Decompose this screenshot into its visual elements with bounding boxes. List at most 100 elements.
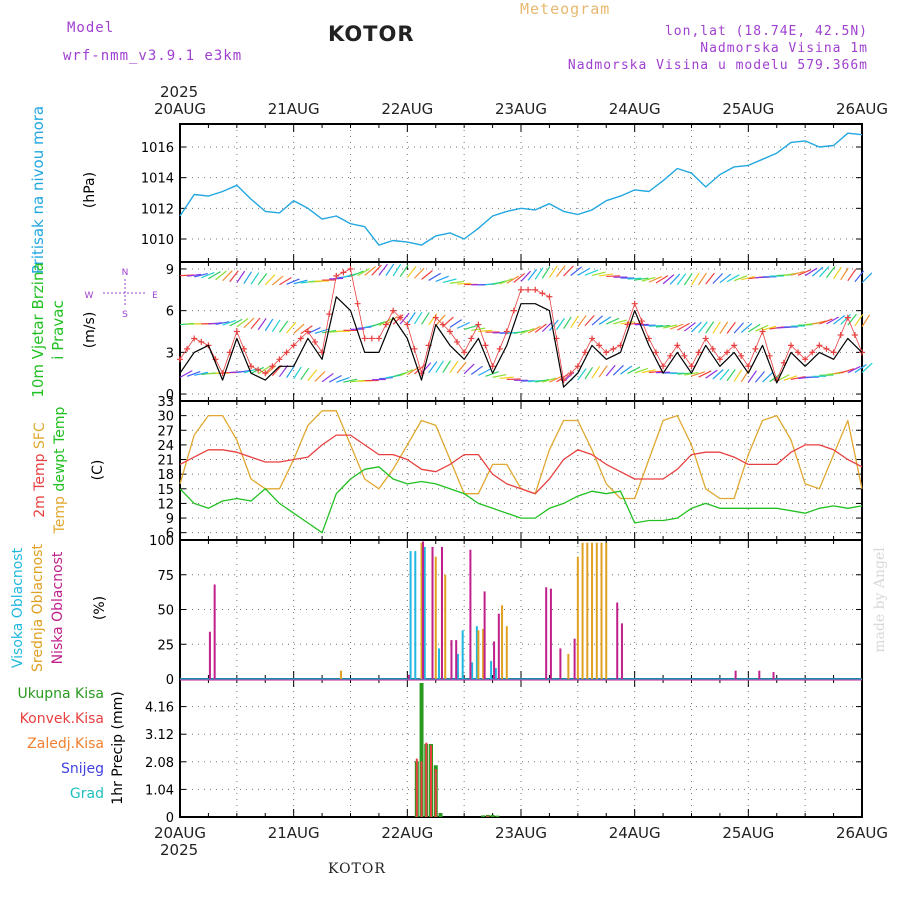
wind-arrow [833, 266, 842, 280]
wind-arrow [556, 317, 565, 331]
wind-arrow [570, 315, 579, 328]
wind-arrow [634, 367, 649, 374]
high-cloud-bar [494, 667, 497, 679]
wind-arrow [570, 266, 583, 276]
wind-arrow [762, 325, 777, 331]
wind-arrow [449, 280, 464, 284]
legend-graupel: Grad [69, 786, 104, 802]
wind-arrow [250, 317, 261, 330]
wind-arrow [513, 272, 526, 283]
cloud-series [409, 546, 497, 679]
wind-arrow [442, 278, 457, 284]
wind-arrow [492, 280, 507, 286]
high-cloud-bar [461, 630, 464, 679]
high-cloud-bar [409, 551, 412, 679]
wind-arrow [314, 371, 326, 382]
wind-arrow [542, 377, 556, 383]
low-cloud-bar [469, 549, 472, 679]
model-name: wrf-nmm_v3.9.1 e3km [63, 48, 243, 64]
wind-arrow [392, 314, 404, 325]
wind-arrow [293, 279, 308, 285]
wind-arrow [684, 371, 699, 376]
wind-arrow [719, 321, 729, 334]
wind-arrow [627, 366, 641, 374]
wind-arrow [719, 273, 732, 284]
y-tick-label: 6 [166, 305, 174, 320]
wind-arrow [854, 270, 865, 283]
mid-cloud-bar [501, 605, 504, 679]
wind-arrow [293, 366, 302, 380]
wind-arrow [271, 364, 283, 377]
wind-compass: N S E W [85, 268, 159, 320]
wind-arrow [250, 272, 260, 285]
wind-arrow [819, 318, 833, 325]
compass-e: E [152, 291, 158, 301]
wind-arrow [677, 372, 692, 375]
wind-speed-line [179, 296, 863, 388]
wind-arrow [755, 324, 769, 332]
wind-arrow [584, 269, 599, 276]
wind-arrow [691, 321, 702, 333]
wind-arrow [413, 311, 423, 325]
wind-arrow [527, 325, 541, 334]
y-tick-label: 33 [157, 395, 174, 410]
legend-snow: Snijeg [60, 761, 104, 777]
wind-arrow [328, 374, 342, 383]
wind-arrow [357, 326, 372, 329]
wind-arrow [826, 316, 839, 325]
compass-cross [103, 279, 147, 307]
wind-arrow [222, 270, 233, 282]
wind-arrow [634, 277, 649, 281]
wind-arrow [705, 369, 718, 379]
x-tick-label-top: 20AUG [154, 100, 206, 118]
convective-precip-bar [420, 761, 423, 817]
wind-arrow [286, 278, 300, 285]
wind-arrow [818, 266, 830, 278]
wind-arrow [754, 371, 765, 383]
low-cloud-bar [208, 631, 211, 679]
wind-arrow [208, 271, 221, 280]
high-cloud-bar [456, 653, 459, 679]
low-cloud-bar [483, 591, 486, 679]
wind-arrow [854, 363, 867, 374]
total-precip-bar [438, 813, 443, 817]
low-cloud-bar [455, 640, 458, 679]
wind-arrow [733, 322, 744, 334]
wind-arrow [662, 274, 675, 285]
wind-arrow [677, 322, 690, 331]
wind-arrow [705, 321, 715, 334]
wind-arrow [271, 319, 281, 332]
gust-markers [177, 265, 865, 384]
convective-precip-bar [434, 769, 437, 817]
panel-3: 0 25 50 75 100 [149, 534, 863, 688]
precip-series [414, 682, 500, 817]
wind-arrow [279, 277, 292, 286]
wind-arrow [492, 373, 507, 378]
wind-arrow [229, 318, 243, 327]
wind-arrow [264, 318, 274, 332]
low-cloud-bar [440, 546, 443, 679]
wind-arrow [378, 263, 388, 276]
precip-series [415, 742, 489, 817]
wind-arrow-band [179, 311, 871, 335]
x-tick-label-bottom: 21AUG [268, 824, 320, 842]
wind-arrow [399, 312, 410, 325]
wind-arrow [456, 321, 471, 329]
y-tick-label: 3 [166, 346, 174, 361]
mid-cloud-bar [434, 556, 437, 679]
wind-arrow [684, 322, 696, 332]
low-cloud-bar [497, 613, 500, 679]
wind-arrow [470, 365, 483, 375]
wind-arrow [321, 372, 334, 383]
wind-arrow [541, 266, 551, 279]
y-tick-label: 1016 [141, 141, 174, 156]
wind-arrow [392, 263, 402, 277]
y-tick-label: 75 [157, 569, 174, 584]
wind-arrow [520, 328, 535, 334]
convective-precip-bar [486, 815, 489, 817]
wind-arrow [861, 314, 871, 328]
wind-arrow [243, 271, 253, 284]
wind-arrow [797, 269, 812, 276]
wind-arrow [812, 320, 827, 325]
